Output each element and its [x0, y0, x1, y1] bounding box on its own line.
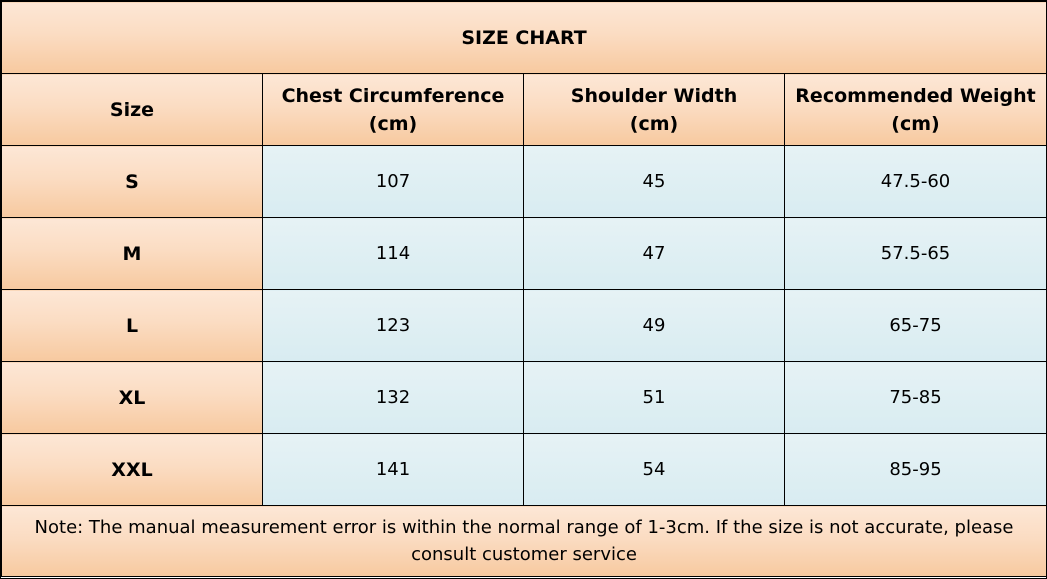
shoulder-cell: 54: [523, 433, 785, 506]
chest-cell: 114: [262, 217, 524, 290]
chest-cell: 123: [262, 289, 524, 362]
header-chest-unit: (cm): [368, 112, 418, 135]
header-chest: Chest Circumference (cm): [262, 73, 524, 146]
header-shoulder: Shoulder Width (cm): [523, 73, 785, 146]
header-weight-unit: (cm): [891, 112, 940, 135]
chest-cell: 107: [262, 145, 524, 218]
table-row: XL 132 51 75-85: [1, 361, 1047, 434]
header-row: Size Chest Circumference (cm) Shoulder W…: [1, 73, 1047, 146]
header-size: Size: [1, 73, 263, 146]
header-chest-label: Chest Circumference: [281, 84, 505, 107]
chart-title: SIZE CHART: [0, 1, 1047, 74]
size-cell: XXL: [1, 433, 263, 506]
shoulder-cell: 47: [523, 217, 785, 290]
title-row: SIZE CHART: [0, 1, 1047, 74]
header-shoulder-unit: (cm): [629, 112, 679, 135]
size-cell: S: [1, 145, 263, 218]
table-row: XXL 141 54 85-95: [1, 433, 1047, 506]
note-cell: Note: The manual measurement error is wi…: [0, 505, 1047, 577]
shoulder-cell: 45: [523, 145, 785, 218]
table-row: M 114 47 57.5-65: [1, 217, 1047, 290]
size-cell: M: [1, 217, 263, 290]
table-row: S 107 45 47.5-60: [1, 145, 1047, 218]
weight-cell: 75-85: [783, 361, 1047, 434]
header-weight: Recommended Weight (cm): [783, 73, 1047, 146]
weight-cell: 57.5-65: [783, 217, 1047, 290]
note-row: Note: The manual measurement error is wi…: [0, 505, 1047, 577]
weight-cell: 47.5-60: [783, 145, 1047, 218]
chest-cell: 141: [262, 433, 524, 506]
size-cell: L: [1, 289, 263, 362]
note-line-2: consult customer service: [411, 544, 637, 565]
header-shoulder-label: Shoulder Width: [570, 84, 738, 107]
table-row: L 123 49 65-75: [1, 289, 1047, 362]
size-cell: XL: [1, 361, 263, 434]
chest-cell: 132: [262, 361, 524, 434]
header-weight-label: Recommended Weight: [795, 84, 1036, 107]
shoulder-cell: 49: [523, 289, 785, 362]
header-size-label: Size: [109, 98, 155, 121]
shoulder-cell: 51: [523, 361, 785, 434]
weight-cell: 85-95: [783, 433, 1047, 506]
note-line-1: Note: The manual measurement error is wi…: [34, 517, 1014, 538]
weight-cell: 65-75: [783, 289, 1047, 362]
